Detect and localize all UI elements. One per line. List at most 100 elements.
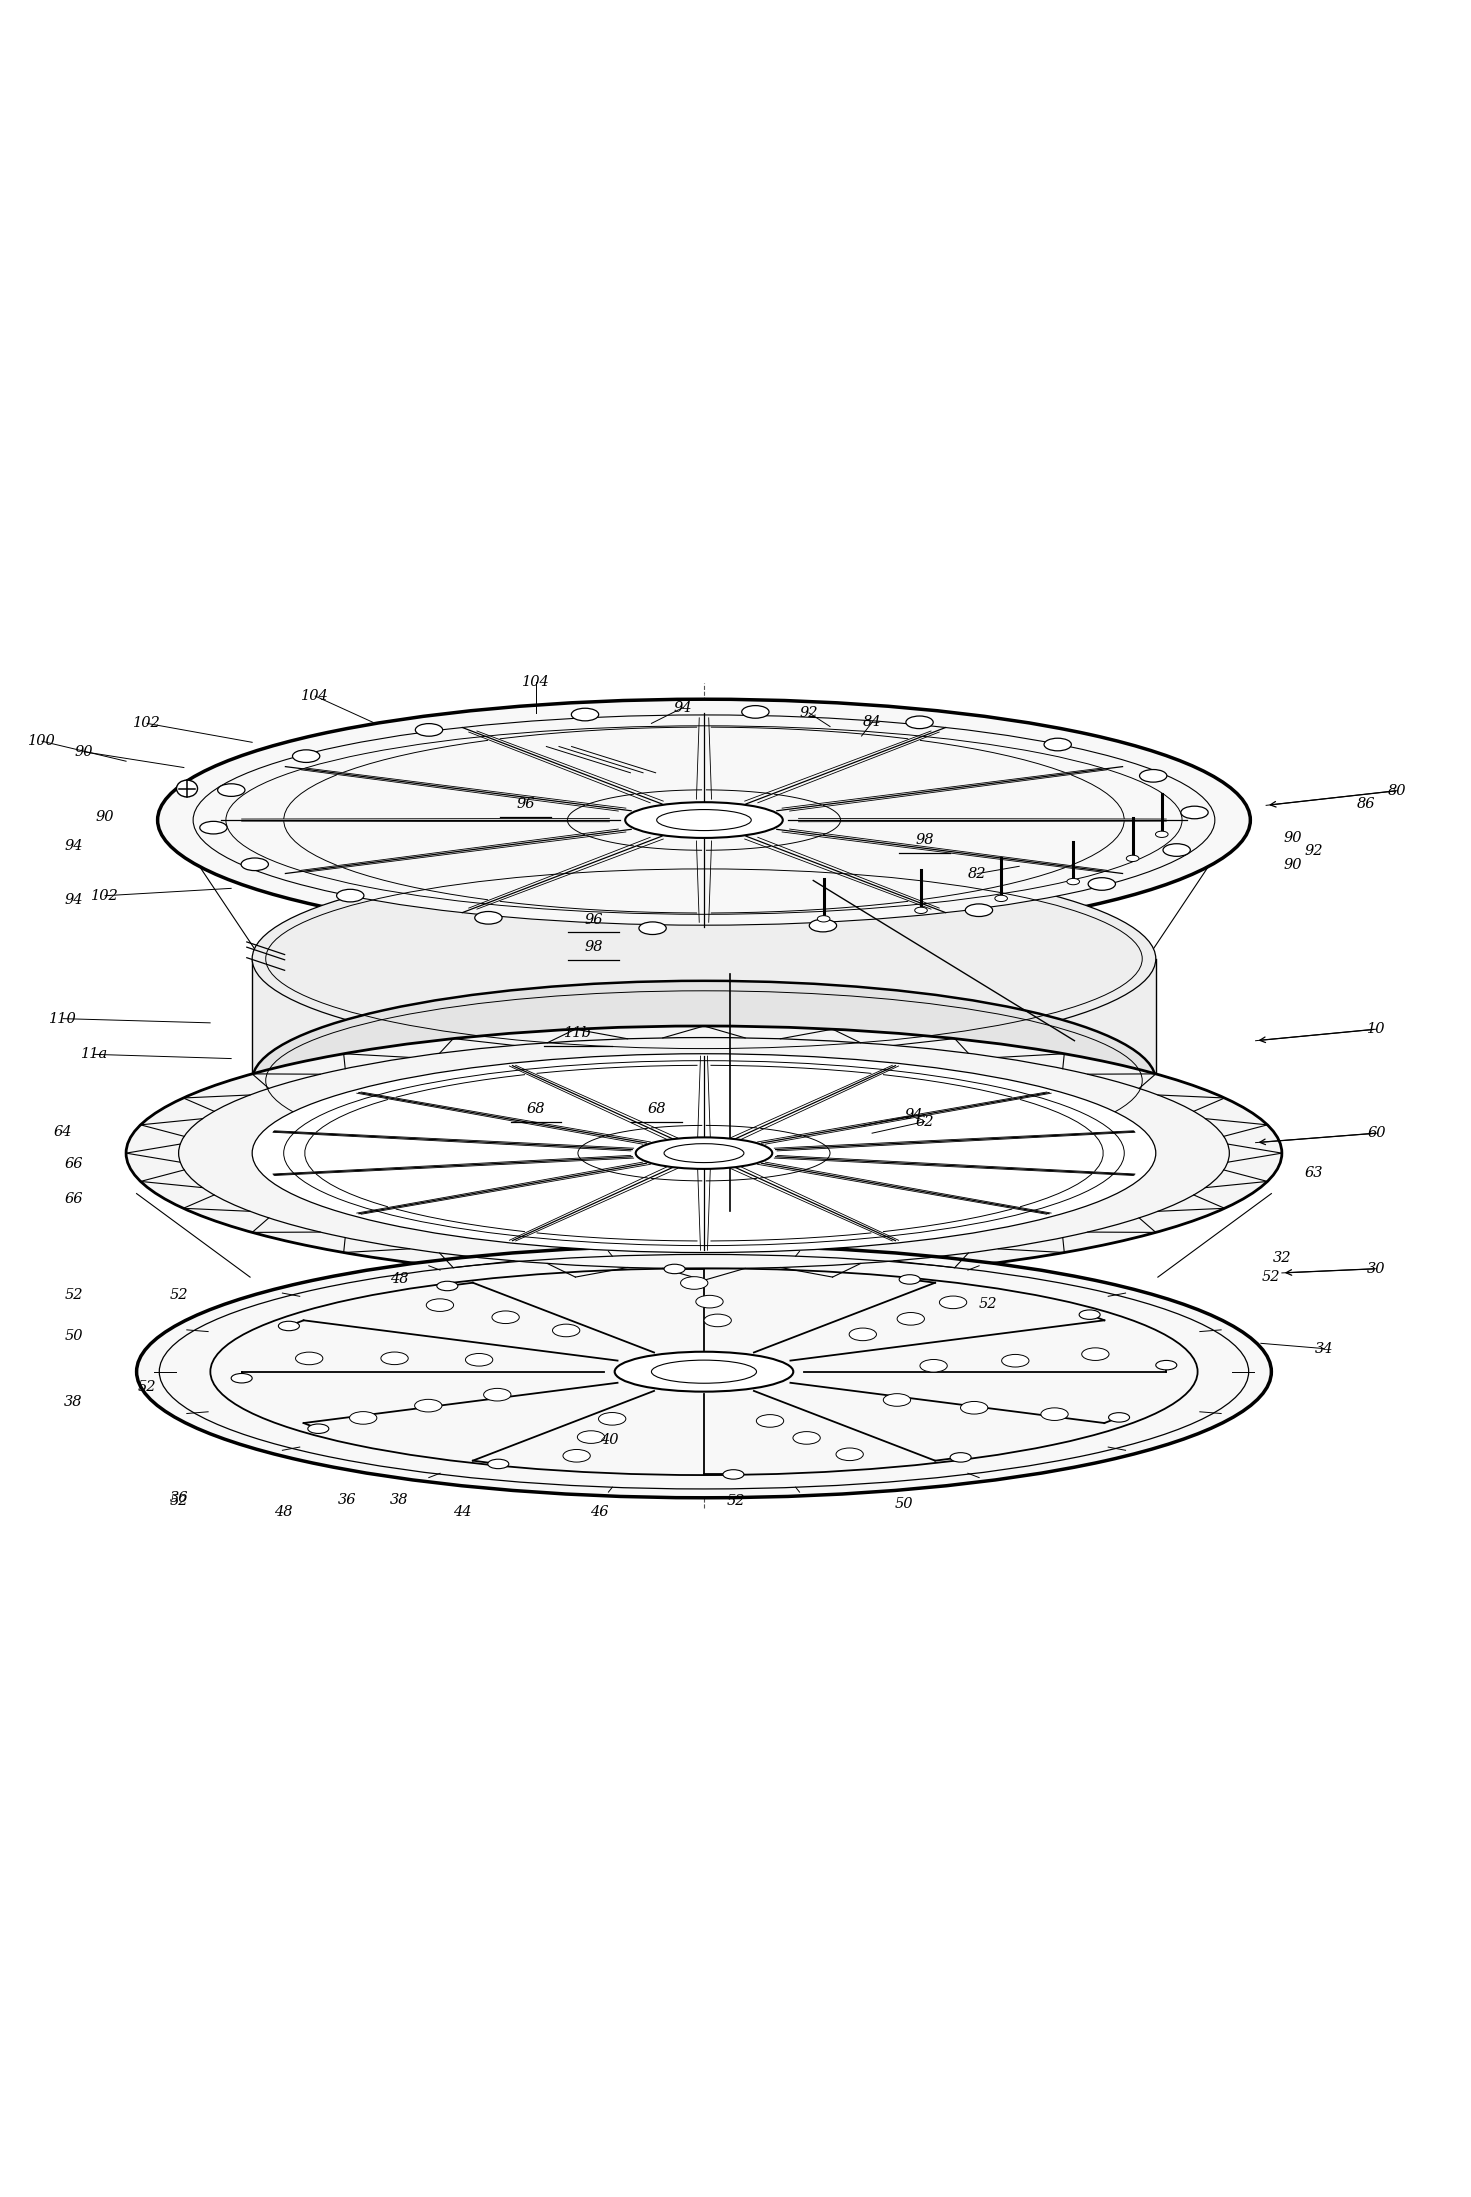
Text: 94: 94 [674,701,693,714]
Text: 86: 86 [1356,798,1375,811]
Ellipse shape [177,780,197,798]
Ellipse shape [625,802,783,837]
Ellipse shape [663,1263,685,1274]
Ellipse shape [615,1351,793,1391]
Ellipse shape [484,1389,510,1402]
Text: 46: 46 [590,1505,608,1520]
Text: 38: 38 [65,1395,82,1408]
Ellipse shape [415,1399,441,1413]
Text: 40: 40 [600,1432,619,1448]
Text: 44: 44 [453,1505,472,1520]
Text: 30: 30 [1367,1261,1386,1276]
Text: 66: 66 [65,1156,82,1171]
Ellipse shape [1041,1408,1068,1421]
Text: 110: 110 [49,1011,76,1026]
Ellipse shape [293,749,319,762]
Ellipse shape [1140,769,1167,782]
Ellipse shape [307,1424,330,1432]
Text: 50: 50 [65,1329,82,1342]
Text: 52: 52 [65,1287,82,1303]
Ellipse shape [899,1274,921,1285]
Text: 68: 68 [647,1103,666,1116]
Ellipse shape [1066,879,1080,885]
Ellipse shape [1044,738,1071,751]
Text: 84: 84 [863,716,881,729]
Text: 52: 52 [978,1298,997,1312]
Text: 94: 94 [65,839,82,852]
Text: 52: 52 [727,1494,744,1507]
Ellipse shape [940,1296,966,1309]
Ellipse shape [193,714,1215,925]
Ellipse shape [599,1413,625,1426]
Text: 10: 10 [1367,1022,1386,1037]
Text: 32: 32 [1272,1252,1292,1265]
Text: 94: 94 [65,892,82,907]
Text: 34: 34 [1315,1342,1333,1356]
Text: 98: 98 [584,940,603,953]
Text: 82: 82 [968,866,987,881]
Ellipse shape [681,1276,708,1290]
Ellipse shape [465,1353,493,1367]
Ellipse shape [571,707,599,721]
Ellipse shape [965,903,993,916]
Ellipse shape [427,1298,453,1312]
Ellipse shape [553,1325,580,1336]
Text: 52: 52 [138,1380,156,1395]
Ellipse shape [252,1055,1156,1252]
Text: 63: 63 [1305,1167,1322,1180]
Ellipse shape [491,1312,519,1323]
Text: 64: 64 [54,1125,72,1138]
Text: 90: 90 [75,745,93,758]
Ellipse shape [994,894,1008,901]
Ellipse shape [200,822,227,835]
Ellipse shape [252,859,1156,1059]
Ellipse shape [337,890,363,903]
Text: 102: 102 [134,716,160,729]
Ellipse shape [1002,1353,1030,1367]
Ellipse shape [1164,844,1190,857]
Text: 90: 90 [96,811,115,824]
Ellipse shape [849,1327,877,1340]
Ellipse shape [231,1373,252,1382]
Ellipse shape [296,1351,322,1364]
Ellipse shape [488,1459,509,1468]
Text: 96: 96 [584,914,603,927]
Text: 36: 36 [169,1492,188,1505]
Polygon shape [252,958,1156,1081]
Ellipse shape [137,1246,1271,1498]
Text: 48: 48 [390,1272,409,1285]
Text: 52: 52 [169,1494,188,1507]
Ellipse shape [809,918,837,932]
Ellipse shape [897,1312,924,1325]
Ellipse shape [696,1296,724,1307]
Ellipse shape [577,1430,605,1443]
Ellipse shape [741,705,769,718]
Text: 36: 36 [337,1494,356,1507]
Ellipse shape [1081,1347,1109,1360]
Text: 100: 100 [28,734,56,749]
Ellipse shape [127,1026,1281,1281]
Ellipse shape [1089,877,1115,890]
Ellipse shape [218,784,246,795]
Text: 38: 38 [390,1494,409,1507]
Text: 66: 66 [65,1193,82,1206]
Ellipse shape [415,723,443,736]
Text: 80: 80 [1389,784,1406,798]
Text: 102: 102 [91,890,119,903]
Ellipse shape [350,1413,377,1424]
Ellipse shape [818,916,830,923]
Ellipse shape [793,1432,821,1443]
Ellipse shape [563,1450,590,1461]
Ellipse shape [919,1360,947,1373]
Ellipse shape [157,699,1250,940]
Ellipse shape [915,907,927,914]
Ellipse shape [1080,1309,1100,1320]
Ellipse shape [475,912,502,925]
Ellipse shape [241,859,268,870]
Ellipse shape [1156,1360,1177,1371]
Text: 98: 98 [915,833,934,848]
Text: 11b: 11b [563,1026,591,1041]
Text: 90: 90 [1283,830,1302,846]
Ellipse shape [906,716,933,729]
Text: 52: 52 [1262,1270,1281,1283]
